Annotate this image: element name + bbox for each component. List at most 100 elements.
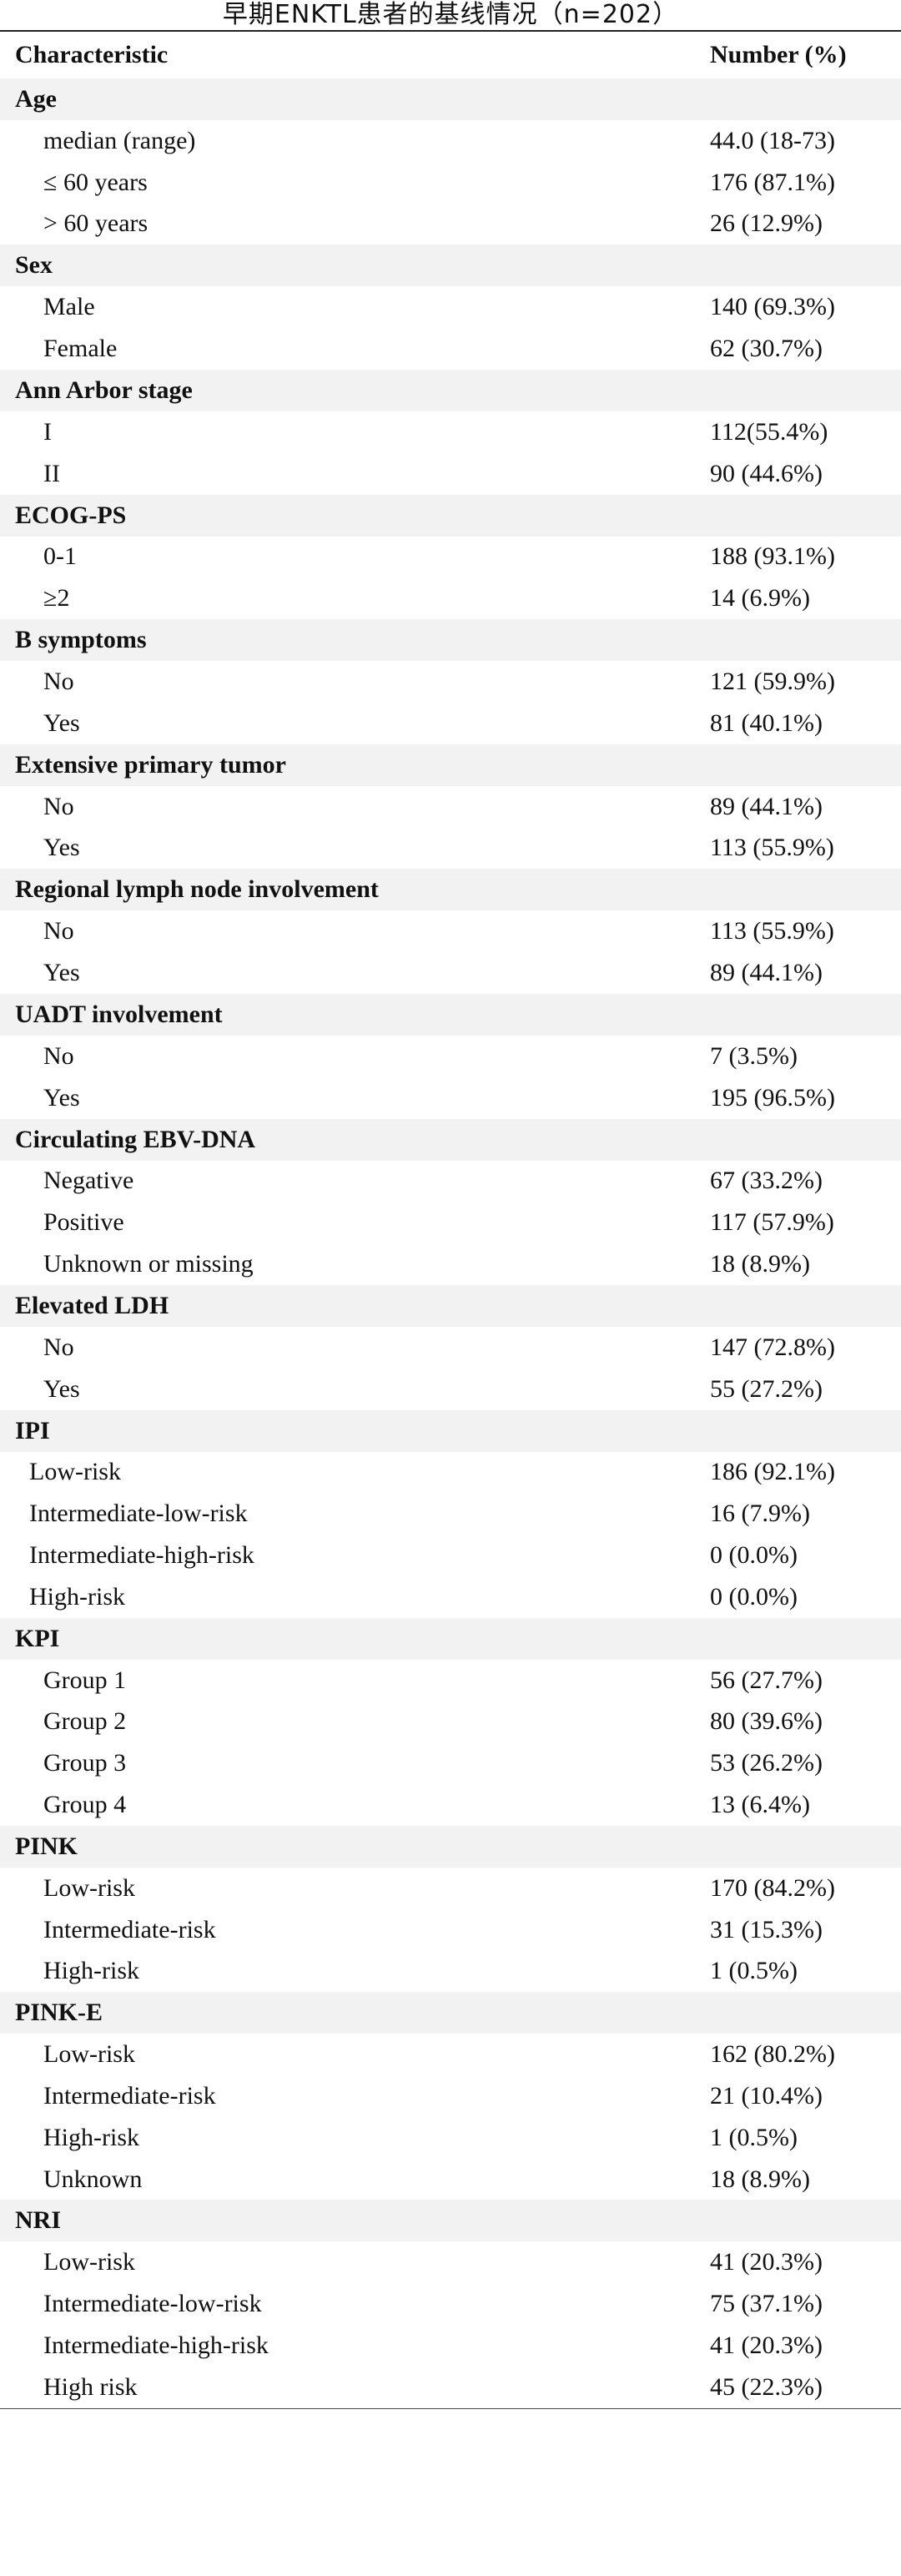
row-label: No	[43, 792, 74, 820]
group-label: PINK	[0, 1825, 705, 1868]
table-row: Low-risk 170 (84.2%)	[0, 1868, 901, 1909]
group-label: IPI	[0, 1409, 705, 1452]
table-row: Group 1 56 (27.7%)	[0, 1660, 901, 1701]
group-row: Extensive primary tumor	[0, 744, 901, 786]
row-label: Unknown or missing	[43, 1250, 254, 1278]
table-row: High-risk 1 (0.5%)	[0, 1951, 901, 1993]
table-row: Unknown or missing 18 (8.9%)	[0, 1243, 901, 1285]
header-characteristic: Characteristic	[15, 41, 169, 68]
table-row: Yes 89 (44.1%)	[0, 952, 901, 994]
row-value: 89 (44.1%)	[710, 959, 823, 987]
table-row: Intermediate-low-risk 75 (37.1%)	[0, 2283, 901, 2325]
table-row: Female 62 (30.7%)	[0, 328, 901, 370]
table-header-row: Characteristic Number (%)	[0, 32, 901, 78]
group-row: PINK	[0, 1825, 901, 1868]
group-value-empty	[705, 1825, 901, 1868]
row-value: 113 (55.9%)	[710, 917, 834, 945]
table-row: Negative 67 (33.2%)	[0, 1161, 901, 1202]
row-value: 1 (0.5%)	[710, 2123, 798, 2151]
group-row: Age	[0, 78, 901, 120]
row-value: 21 (10.4%)	[710, 2081, 823, 2110]
row-label: Low-risk	[43, 2040, 135, 2069]
table-row: No 89 (44.1%)	[0, 786, 901, 828]
row-label: I	[43, 417, 52, 446]
table-row: Intermediate-risk 21 (10.4%)	[0, 2075, 901, 2117]
row-label: Positive	[43, 1208, 124, 1237]
row-value: 41 (20.3%)	[710, 2331, 823, 2359]
row-value: 176 (87.1%)	[710, 168, 835, 196]
group-value-empty	[705, 2200, 901, 2242]
table-row: Yes 113 (55.9%)	[0, 828, 901, 870]
row-label: Group 2	[43, 1707, 127, 1736]
row-value: 62 (30.7%)	[710, 335, 823, 363]
row-value: 113 (55.9%)	[710, 834, 834, 862]
table-row: Group 2 80 (39.6%)	[0, 1701, 901, 1743]
row-label: ≥2	[43, 584, 70, 612]
group-label: PINK-E	[0, 1992, 705, 2034]
row-label: No	[43, 1333, 74, 1361]
row-value: 117 (57.9%)	[710, 1208, 834, 1237]
table-row: Yes 195 (96.5%)	[0, 1077, 901, 1119]
row-value: 45 (22.3%)	[710, 2372, 823, 2401]
group-value-empty	[705, 244, 901, 287]
group-value-empty	[705, 869, 901, 911]
group-label: KPI	[0, 1617, 705, 1660]
row-value: 14 (6.9%)	[710, 584, 810, 612]
row-label: High-risk	[29, 1582, 125, 1611]
group-row: NRI	[0, 2200, 901, 2242]
table-row: Intermediate-high-risk 0 (0.0%)	[0, 1535, 901, 1576]
row-value: 0 (0.0%)	[710, 1541, 798, 1570]
table-row: Intermediate-low-risk 16 (7.9%)	[0, 1493, 901, 1535]
row-value: 44.0 (18-73)	[710, 126, 835, 154]
group-label: UADT involvement	[0, 993, 705, 1036]
group-label: Ann Arbor stage	[0, 369, 705, 411]
row-label: Intermediate-risk	[43, 2081, 216, 2110]
row-label: Unknown	[43, 2165, 143, 2193]
row-value: 31 (15.3%)	[710, 1915, 823, 1943]
table-row: Yes 81 (40.1%)	[0, 703, 901, 744]
row-label: High-risk	[43, 2123, 139, 2151]
row-label: Yes	[43, 959, 80, 987]
row-label: Low-risk	[43, 1873, 135, 1902]
row-value: 16 (7.9%)	[710, 1500, 810, 1528]
row-value: 56 (27.7%)	[710, 1666, 823, 1694]
row-label: No	[43, 917, 74, 945]
table-row: Unknown 18 (8.9%)	[0, 2159, 901, 2200]
group-row: PINK-E	[0, 1992, 901, 2034]
group-value-empty	[705, 1118, 901, 1161]
row-value: 18 (8.9%)	[710, 1250, 810, 1278]
group-row: KPI	[0, 1617, 901, 1660]
row-value: 55 (27.2%)	[710, 1374, 823, 1403]
group-value-empty	[705, 1409, 901, 1452]
row-value: 1 (0.5%)	[710, 1957, 798, 1985]
row-label: Yes	[43, 708, 80, 737]
row-value: 121 (59.9%)	[710, 668, 835, 696]
group-value-empty	[705, 993, 901, 1036]
table-row: I 112(55.4%)	[0, 411, 901, 453]
row-value: 89 (44.1%)	[710, 792, 823, 820]
group-value-empty	[705, 78, 901, 120]
table-row: II 90 (44.6%)	[0, 453, 901, 495]
row-value: 140 (69.3%)	[710, 293, 835, 321]
row-label: Male	[43, 293, 95, 321]
table-row: 0-1 188 (93.1%)	[0, 537, 901, 578]
row-value: 18 (8.9%)	[710, 2165, 810, 2193]
row-label: No	[43, 668, 74, 696]
row-label: Female	[43, 335, 118, 363]
header-number: Number (%)	[710, 41, 847, 68]
group-row: Circulating EBV-DNA	[0, 1118, 901, 1161]
group-label: Extensive primary tumor	[0, 744, 705, 786]
row-label: ≤ 60 years	[43, 168, 148, 196]
group-value-empty	[705, 1992, 901, 2034]
table-row: Group 3 53 (26.2%)	[0, 1742, 901, 1784]
baseline-table: Characteristic Number (%) Age median (ran…	[0, 32, 901, 2408]
row-value: 195 (96.5%)	[710, 1083, 835, 1112]
group-row: Ann Arbor stage	[0, 369, 901, 411]
group-label: B symptoms	[0, 619, 705, 662]
table-row: Low-risk 41 (20.3%)	[0, 2241, 901, 2283]
row-value: 188 (93.1%)	[710, 542, 835, 571]
row-label: Yes	[43, 834, 80, 862]
table-row: No 147 (72.8%)	[0, 1327, 901, 1369]
row-value: 67 (33.2%)	[710, 1167, 823, 1195]
row-label: Yes	[43, 1083, 80, 1112]
